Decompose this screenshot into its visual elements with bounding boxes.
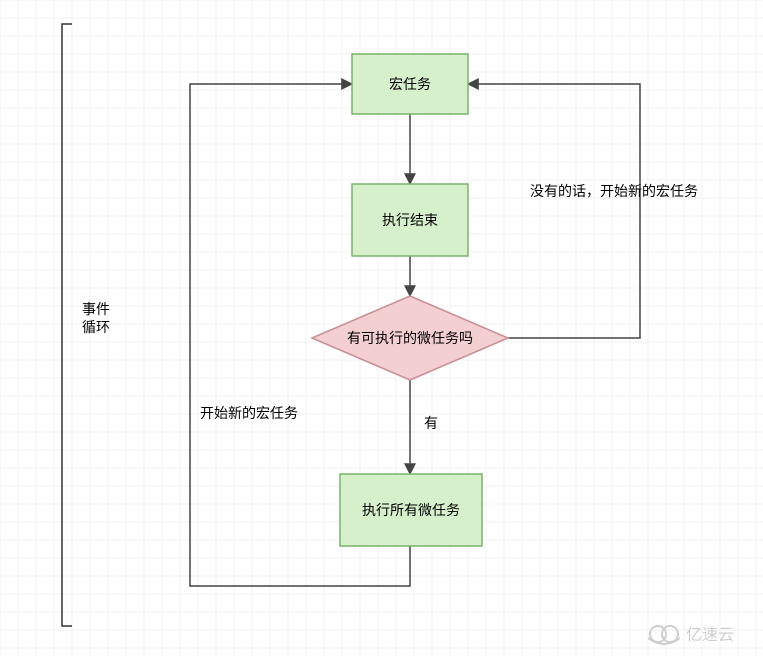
edge-label: 有 bbox=[424, 415, 438, 431]
node-label-macro_task: 宏任务 bbox=[389, 76, 431, 92]
edge-label: 没有的话，开始新的宏任务 bbox=[530, 183, 698, 199]
event-loop-label: 事件 bbox=[82, 301, 110, 317]
flowchart-canvas: 事件循环有 没有的话，开始新的宏任务开始新的宏任务 宏任务执行结束执行所有微任务有可… bbox=[0, 0, 763, 656]
node-label-has_micro: 有可执行的微任务吗 bbox=[347, 330, 473, 346]
node-label-exec_end: 执行结束 bbox=[382, 212, 438, 228]
event-loop-label-2: 循环 bbox=[82, 319, 110, 335]
edge-label: 开始新的宏任务 bbox=[200, 405, 298, 421]
node-label-exec_micro: 执行所有微任务 bbox=[362, 502, 460, 518]
watermark-text: 亿速云 bbox=[686, 626, 734, 644]
